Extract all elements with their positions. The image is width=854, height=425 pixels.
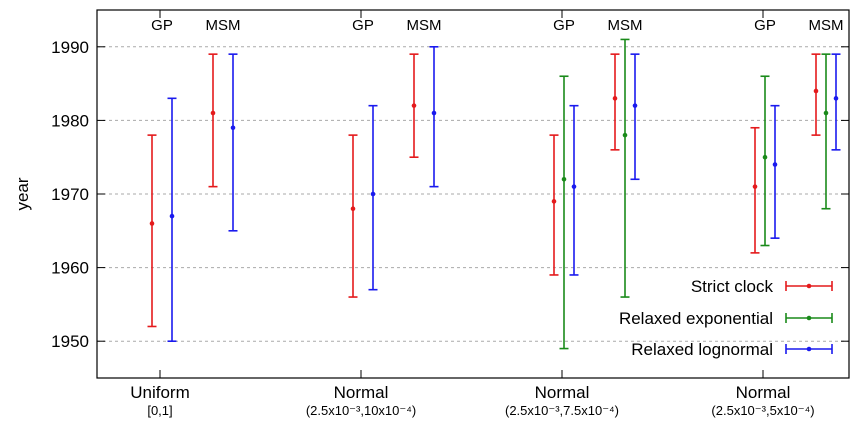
mean-point bbox=[411, 103, 417, 108]
method-label: GP bbox=[754, 17, 776, 34]
legend-marker bbox=[806, 346, 812, 352]
group-label: Normal bbox=[334, 383, 389, 402]
grid-lines bbox=[97, 46, 849, 342]
y-tick-label: 1950 bbox=[51, 332, 89, 351]
mean-point bbox=[612, 96, 618, 101]
y-tick-label: 1960 bbox=[51, 259, 89, 278]
y-axis-label: year bbox=[13, 177, 32, 210]
method-label: MSM bbox=[407, 17, 442, 34]
mean-point bbox=[431, 110, 437, 116]
group-sublabel: (2.5x10⁻³,10x10⁻⁴) bbox=[306, 403, 416, 418]
error-bars bbox=[147, 38, 841, 350]
mean-point bbox=[210, 110, 216, 116]
method-label: MSM bbox=[206, 17, 241, 34]
mean-point bbox=[762, 154, 768, 160]
mean-point bbox=[823, 110, 829, 116]
labels: 1950 1960 1970 1980 1990 year Uniform[0,1] GP MS… bbox=[13, 17, 844, 418]
mean-point bbox=[622, 132, 628, 138]
mean-point bbox=[833, 96, 839, 101]
y-tick-label: 1970 bbox=[51, 185, 89, 204]
group-label: Normal bbox=[535, 383, 590, 402]
mean-point bbox=[561, 176, 567, 182]
mean-point bbox=[169, 213, 175, 219]
group-label: Normal bbox=[736, 383, 791, 402]
y-tick-label: 1980 bbox=[51, 111, 89, 130]
y-tick-label: 1990 bbox=[51, 38, 89, 57]
legend-label: Relaxed exponential bbox=[619, 309, 773, 328]
group-sublabel: [0,1] bbox=[147, 403, 172, 418]
mean-point bbox=[772, 162, 778, 167]
group-sublabel: (2.5x10⁻³,5x10⁻⁴) bbox=[711, 403, 814, 418]
mean-point bbox=[632, 103, 638, 108]
legend-label: Strict clock bbox=[691, 277, 774, 296]
axes bbox=[96, 9, 850, 379]
plot-frame bbox=[96, 9, 850, 379]
method-label: MSM bbox=[809, 17, 844, 34]
method-label: GP bbox=[553, 17, 575, 34]
legend-marker bbox=[806, 283, 812, 289]
mean-point bbox=[149, 221, 155, 226]
mean-point bbox=[752, 184, 758, 189]
group-label: Uniform bbox=[130, 383, 190, 402]
method-label: MSM bbox=[608, 17, 643, 34]
group-sublabel: (2.5x10⁻³,7.5x10⁻⁴) bbox=[505, 403, 619, 418]
method-label: GP bbox=[352, 17, 374, 34]
mean-point bbox=[230, 125, 236, 131]
legend: Strict clock Relaxed exponential Relaxed l… bbox=[619, 277, 833, 359]
mean-point bbox=[813, 88, 819, 94]
mean-point bbox=[350, 206, 356, 212]
legend-marker bbox=[806, 315, 812, 321]
mean-point bbox=[370, 191, 376, 197]
mean-point bbox=[551, 199, 557, 204]
mean-point bbox=[571, 184, 577, 189]
legend-label: Relaxed lognormal bbox=[631, 340, 773, 359]
method-label: GP bbox=[151, 17, 173, 34]
